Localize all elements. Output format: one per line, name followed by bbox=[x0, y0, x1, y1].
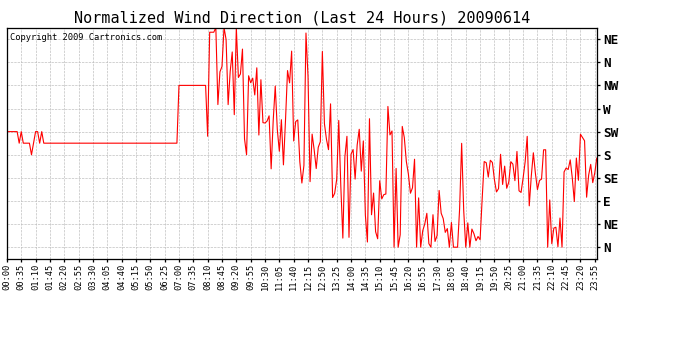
Text: Copyright 2009 Cartronics.com: Copyright 2009 Cartronics.com bbox=[10, 33, 162, 42]
Title: Normalized Wind Direction (Last 24 Hours) 20090614: Normalized Wind Direction (Last 24 Hours… bbox=[74, 11, 530, 26]
